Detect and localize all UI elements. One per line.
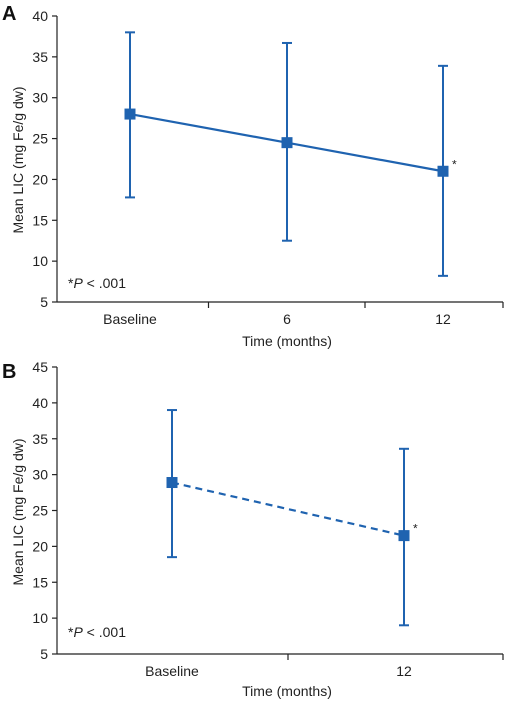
panel-b-significance-star: *	[413, 522, 418, 536]
panel-b-x-axis-title: Time (months)	[242, 683, 332, 699]
panel-b-y-tick-label: 40	[32, 395, 48, 411]
panel-b-y-axis-title: Mean LIC (mg Fe/g dw)	[10, 438, 26, 585]
panel-b: B Mean LIC (mg Fe/g dw) Time (months) *P…	[2, 359, 504, 699]
panel-a-y-tick-label: 10	[32, 253, 48, 269]
panel-b-y-tick-label: 25	[32, 503, 48, 519]
panel-a-data-point	[124, 108, 136, 120]
panel-a-y-tick-label: 35	[32, 49, 48, 65]
panel-a-data-point	[437, 165, 449, 177]
panel-b-y-tick-label: 20	[32, 538, 48, 554]
panel-b-series-line	[171, 481, 405, 537]
panel-b-data-point	[166, 477, 178, 489]
panel-b-significance-note: *P < .001	[68, 624, 126, 640]
panel-b-data-point	[398, 530, 410, 542]
panel-a-y-tick-label: 25	[32, 131, 48, 147]
panel-b-y-tick-label: 10	[32, 610, 48, 626]
panel-a-label: A	[2, 3, 16, 25]
panel-a-y-tick-label: 40	[32, 8, 48, 24]
panel-a-y-tick-label: 15	[32, 212, 48, 228]
panel-a-y-tick-label: 20	[32, 171, 48, 187]
panel-a-plot: 5 10 15 20 25 30 35 40 Baseline 6 12 *	[32, 8, 504, 327]
panel-b-label: B	[2, 361, 16, 383]
panel-a-significance-note: *P < .001	[68, 275, 126, 291]
panel-a-x-tick-label: 12	[435, 311, 451, 327]
panel-b-y-tick-label: 30	[32, 467, 48, 483]
panel-b-x-tick-label: 12	[396, 663, 412, 679]
panel-a-x-tick-label: 6	[283, 311, 291, 327]
panel-a-significance-star: *	[452, 157, 457, 171]
panel-b-y-tick-label: 45	[32, 359, 48, 375]
panel-a-y-tick-label: 5	[40, 294, 48, 310]
panel-a: A Mean LIC (mg Fe/g dw) Time (months) *P…	[2, 3, 504, 349]
panel-a-y-tick-label: 30	[32, 90, 48, 106]
panel-a-y-axis-title: Mean LIC (mg Fe/g dw)	[10, 86, 26, 233]
panel-b-x-tick-label: Baseline	[145, 663, 199, 679]
panel-b-y-tick-label: 5	[40, 646, 48, 662]
panel-b-y-tick-label: 15	[32, 574, 48, 590]
panel-a-data-point	[281, 137, 293, 149]
panel-b-y-tick-label: 35	[32, 431, 48, 447]
panel-a-x-tick-label: Baseline	[103, 311, 157, 327]
panel-a-x-axis-title: Time (months)	[242, 333, 332, 349]
panel-b-plot: 5 10 15 20 25 30 35 40 45 Baseline 12 *	[32, 359, 504, 679]
